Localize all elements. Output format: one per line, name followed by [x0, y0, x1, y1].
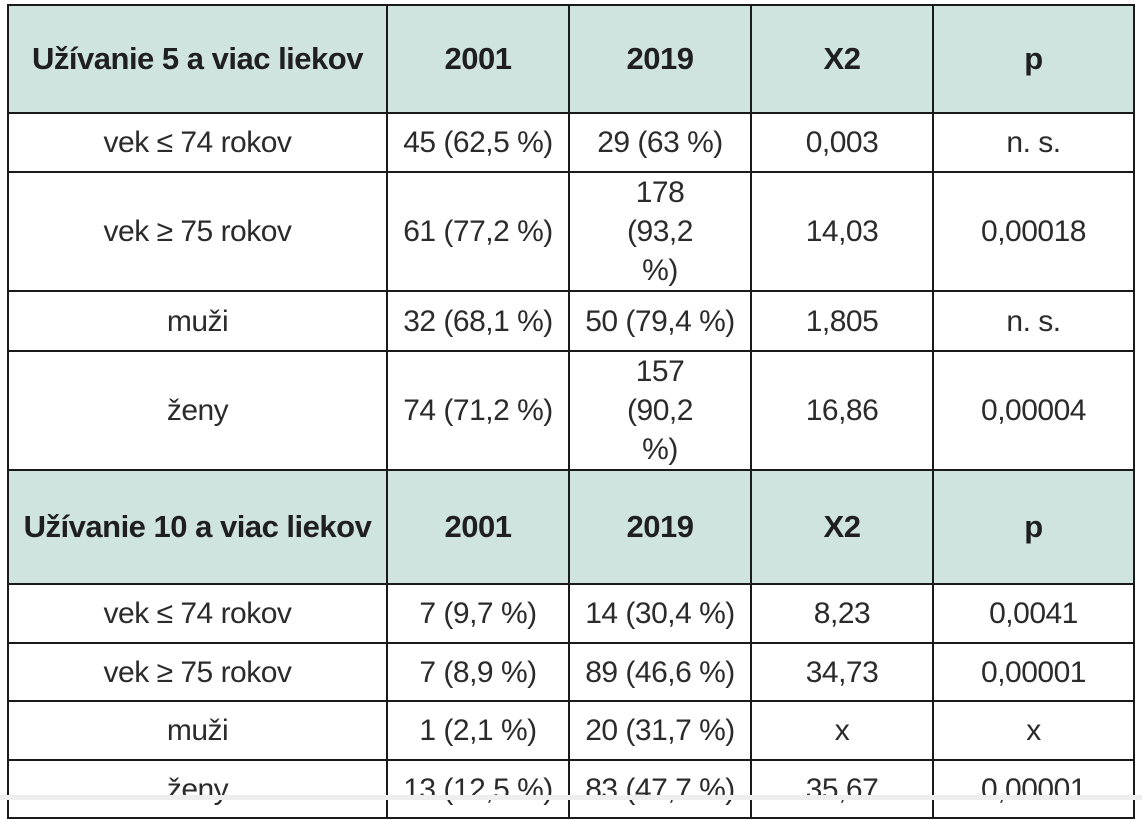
value-2019-cell: 14 (30,4 %): [568, 583, 752, 644]
polypharmacy-table: Užívanie 5 a viac liekov 2001 2019 X2 p …: [7, 4, 1135, 819]
group-cell: muži: [7, 290, 388, 352]
results-table-container: Užívanie 5 a viac liekov 2001 2019 X2 p …: [7, 4, 1135, 819]
section-label: Užívanie 5 a viac liekov: [7, 4, 388, 114]
group-cell: ženy: [7, 350, 388, 471]
column-header-x2: X2: [750, 469, 934, 585]
p-cell: 0,00001: [932, 642, 1135, 702]
table-row: vek ≥ 75 rokov 7 (8,9 %) 89 (46,6 %) 34,…: [7, 642, 1135, 702]
x2-cell: 34,73: [750, 642, 934, 702]
column-header-2019: 2019: [568, 469, 752, 585]
column-header-2001: 2001: [386, 4, 570, 114]
p-cell: 0,00001: [932, 759, 1135, 819]
value-2001-cell: 7 (9,7 %): [386, 583, 570, 644]
section-label: Užívanie 10 a viac liekov: [7, 469, 388, 585]
value-2019-cell: 20 (31,7 %): [568, 700, 752, 761]
value-2019-cell: 50 (79,4 %): [568, 290, 752, 352]
column-header-2019: 2019: [568, 4, 752, 114]
x2-cell: 16,86: [750, 350, 934, 471]
value-2001-cell: 7 (8,9 %): [386, 642, 570, 702]
x2-cell: 1,805: [750, 290, 934, 352]
group-cell: vek ≥ 75 rokov: [7, 171, 388, 292]
table-row: vek ≤ 74 rokov 45 (62,5 %) 29 (63 %) 0,0…: [7, 112, 1135, 173]
table-row: ženy 13 (12,5 %) 83 (47,7 %) 35,67 0,000…: [7, 759, 1135, 819]
p-cell: 0,00004: [932, 350, 1135, 471]
table-row: vek ≥ 75 rokov 61 (77,2 %) 178 (93,2 %) …: [7, 171, 1135, 292]
x2-cell: 14,03: [750, 171, 934, 292]
bottom-divider: [0, 795, 1142, 800]
p-cell: n. s.: [932, 290, 1135, 352]
section-header-row: Užívanie 5 a viac liekov 2001 2019 X2 p: [7, 4, 1135, 114]
x2-cell: x: [750, 700, 934, 761]
p-cell: 0,0041: [932, 583, 1135, 644]
x2-cell: 35,67: [750, 759, 934, 819]
x2-cell: 8,23: [750, 583, 934, 644]
column-header-p: p: [932, 4, 1135, 114]
p-cell: 0,00018: [932, 171, 1135, 292]
section-header-row: Užívanie 10 a viac liekov 2001 2019 X2 p: [7, 469, 1135, 585]
x2-cell: 0,003: [750, 112, 934, 173]
value-2001-cell: 45 (62,5 %): [386, 112, 570, 173]
table-row: ženy 74 (71,2 %) 157 (90,2 %) 16,86 0,00…: [7, 350, 1135, 471]
table-row: muži 32 (68,1 %) 50 (79,4 %) 1,805 n. s.: [7, 290, 1135, 352]
value-2001-cell: 32 (68,1 %): [386, 290, 570, 352]
value-2019-cell: 89 (46,6 %): [568, 642, 752, 702]
group-cell: vek ≤ 74 rokov: [7, 112, 388, 173]
column-header-p: p: [932, 469, 1135, 585]
table-row: vek ≤ 74 rokov 7 (9,7 %) 14 (30,4 %) 8,2…: [7, 583, 1135, 644]
value-2001-cell: 61 (77,2 %): [386, 171, 570, 292]
value-2001-cell: 13 (12,5 %): [386, 759, 570, 819]
value-2019-cell: 157 (90,2 %): [568, 350, 752, 471]
group-cell: muži: [7, 700, 388, 761]
value-2001-cell: 74 (71,2 %): [386, 350, 570, 471]
group-cell: vek ≥ 75 rokov: [7, 642, 388, 702]
value-2019-cell: 29 (63 %): [568, 112, 752, 173]
group-cell: vek ≤ 74 rokov: [7, 583, 388, 644]
value-2019-cell: 83 (47,7 %): [568, 759, 752, 819]
column-header-2001: 2001: [386, 469, 570, 585]
value-2001-cell: 1 (2,1 %): [386, 700, 570, 761]
p-cell: n. s.: [932, 112, 1135, 173]
value-2019-cell: 178 (93,2 %): [568, 171, 752, 292]
column-header-x2: X2: [750, 4, 934, 114]
table-row: muži 1 (2,1 %) 20 (31,7 %) x x: [7, 700, 1135, 761]
group-cell: ženy: [7, 759, 388, 819]
p-cell: x: [932, 700, 1135, 761]
